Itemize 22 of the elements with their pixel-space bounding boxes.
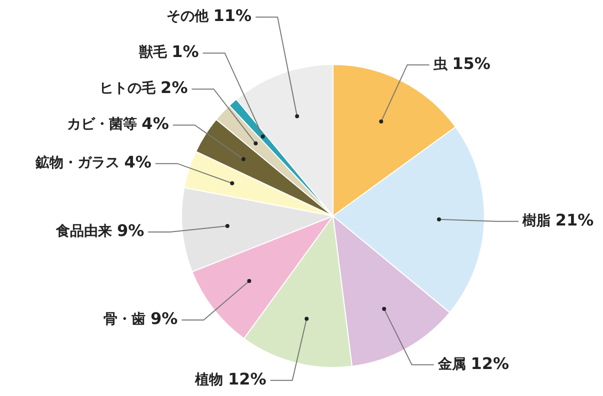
data-label: 12% [470,354,509,373]
slice-label: 食品由来 [55,224,117,240]
slice-label: 植物 [194,372,228,388]
slice-label: 鉱物・ガラス [34,154,124,172]
slice-label: カビ・菌等 [66,116,142,133]
data-label: 11% [213,6,252,26]
data-label: 15% [452,54,490,73]
slice-label: 虫 [432,56,452,72]
data-label: 21% [555,210,594,230]
data-label: 1% [172,42,199,62]
slice-label: ヒトの毛 [100,80,161,97]
slice-label: 獣毛 [138,44,172,61]
data-label: 4% [142,114,169,134]
data-label: 4% [124,152,152,172]
data-label: 2% [160,78,188,98]
slice-label: 金属 [436,356,471,372]
slice-label: 樹脂 [522,212,556,229]
data-label: 9% [150,309,178,328]
data-label: 12% [228,370,266,389]
data-label: 9% [116,221,144,240]
slice-label: その他 [166,8,214,25]
slice-label: 骨・歯 [104,312,151,328]
